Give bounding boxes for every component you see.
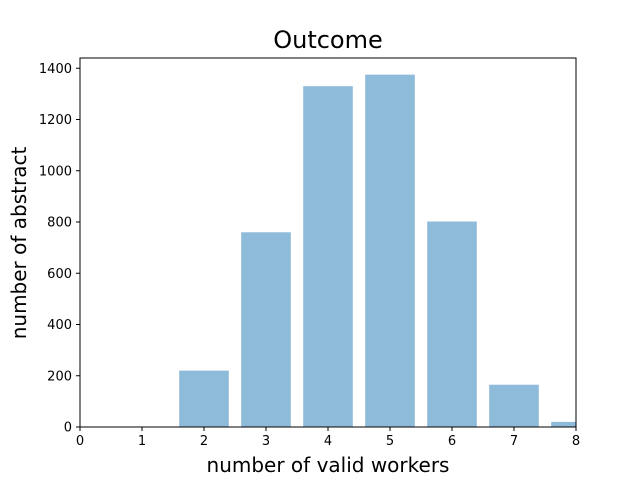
x-tick-label: 8: [572, 434, 580, 449]
y-axis-ticks: 0 200 400 600 800 1000 1200 1400: [39, 62, 80, 436]
bar-x-6: [427, 221, 477, 427]
y-tick-label: 200: [47, 369, 72, 384]
bar-x-5: [365, 74, 415, 427]
x-tick-label: 3: [262, 434, 270, 449]
bar-x-2: [179, 370, 229, 427]
x-tick-label: 1: [138, 434, 146, 449]
y-tick-label: 800: [47, 216, 72, 231]
x-tick-label: 4: [324, 434, 332, 449]
bar-x-7: [489, 384, 539, 427]
x-tick-label: 7: [510, 434, 518, 449]
y-tick-label: 1200: [39, 113, 72, 128]
x-axis-label: number of valid workers: [207, 453, 450, 477]
y-tick-label: 600: [47, 267, 72, 282]
y-axis-label: number of abstract: [7, 147, 31, 340]
y-tick-label: 400: [47, 318, 72, 333]
x-axis-ticks: 0 1 2 3 4 5 6 7 8: [76, 427, 580, 449]
bar-x-4: [303, 86, 353, 427]
x-tick-label: 2: [200, 434, 208, 449]
bar-x-3: [241, 232, 291, 427]
y-tick-label: 1000: [39, 164, 72, 179]
x-tick-label: 0: [76, 434, 84, 449]
y-tick-label: 0: [64, 421, 72, 436]
x-tick-label: 6: [448, 434, 456, 449]
y-tick-label: 1400: [39, 62, 72, 77]
chart-title: Outcome: [273, 26, 383, 54]
bars-group: [179, 74, 576, 427]
x-tick-label: 5: [386, 434, 394, 449]
bar-x-8: [551, 421, 576, 427]
